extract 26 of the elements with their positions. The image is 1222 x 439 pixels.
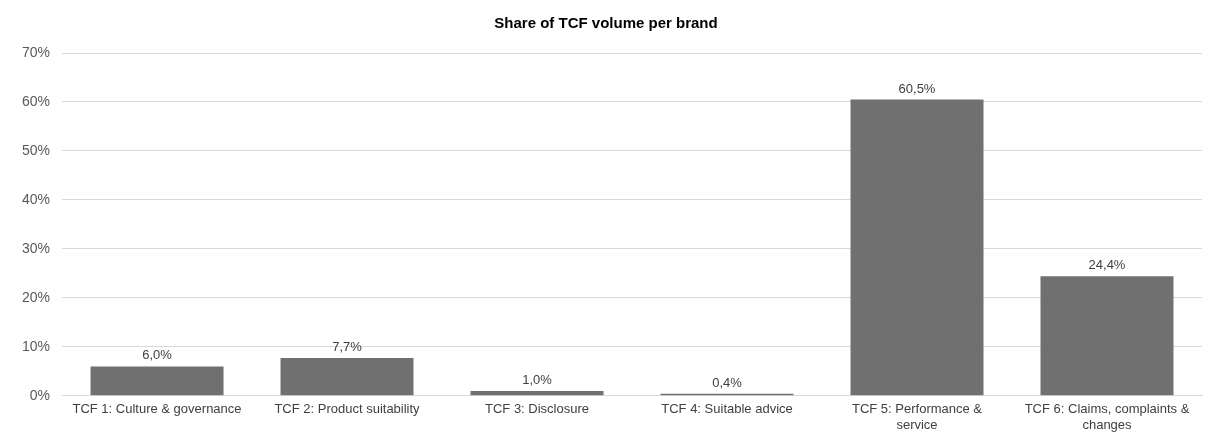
data-label: 24,4%: [1088, 257, 1126, 273]
data-label: 0,4%: [712, 374, 743, 390]
x-tick-label: TCF 3: Disclosure: [485, 401, 590, 417]
x-tick-label: TCF 4: Suitable advice: [661, 401, 793, 417]
data-label: 1,0%: [522, 371, 553, 387]
data-label: 6,0%: [142, 347, 173, 363]
bar: [470, 390, 604, 396]
bar: [850, 99, 984, 396]
x-tick-label: TCF 1: Culture & governance: [72, 401, 242, 417]
x-tick-label: TCF 6: Claims, complaints & changes: [1024, 401, 1190, 432]
bar: [1040, 276, 1174, 396]
bar: [280, 358, 414, 396]
y-tick-label: 10%: [21, 337, 51, 354]
y-tick-label: 20%: [21, 288, 51, 305]
y-tick-label: 70%: [21, 43, 51, 60]
y-tick-label: 50%: [21, 141, 51, 158]
y-tick-label: 30%: [21, 239, 51, 256]
chart-title: Share of TCF volume per brand: [494, 14, 718, 32]
y-tick-label: 60%: [21, 92, 51, 109]
x-tick-label: TCF 2: Product suitability: [274, 401, 421, 417]
data-label: 60,5%: [898, 80, 936, 96]
data-label: 7,7%: [332, 339, 363, 355]
bar: [90, 366, 224, 396]
y-tick-label: 0%: [29, 386, 51, 403]
y-tick-label: 40%: [21, 190, 51, 207]
x-tick-label: TCF 5: Performance & service: [851, 401, 983, 432]
